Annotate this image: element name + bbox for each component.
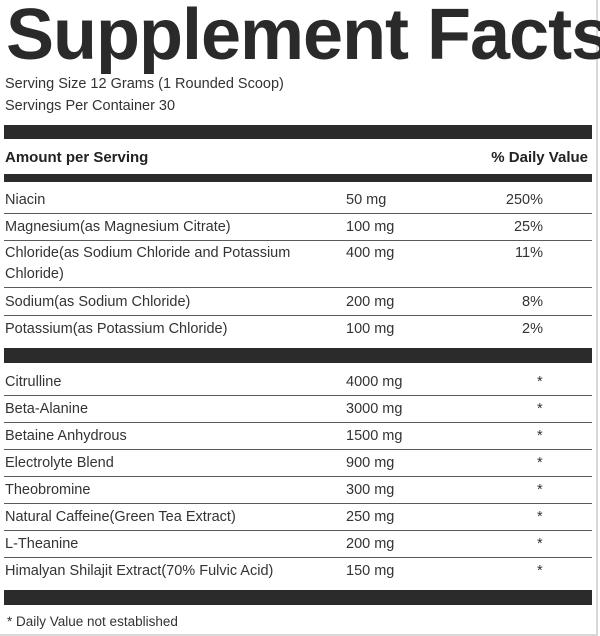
ingredient-name: Electrolyte Blend: [5, 455, 114, 471]
medium-divider: [4, 174, 592, 182]
nutrient-name: Potassium(as Potassium Chloride): [5, 321, 228, 337]
ingredient-name: Natural Caffeine(Green Tea Extract): [5, 509, 236, 525]
ingredient-daily-value: *: [537, 455, 543, 471]
ingredient-daily-value: *: [537, 374, 543, 390]
ingredient-row: Betaine Anhydrous 1500 mg *: [4, 426, 592, 450]
ingredient-amount: 250 mg: [346, 509, 395, 525]
amount-per-serving-header: Amount per Serving: [5, 149, 149, 166]
ingredient-name: Himalyan Shilajit Extract(70% Fulvic Aci…: [5, 563, 274, 579]
ingredient-name: Betaine Anhydrous: [5, 428, 127, 444]
ingredient-row: Citrulline 4000 mg *: [4, 372, 592, 396]
nutrient-daily-value: 8%: [522, 294, 543, 310]
daily-value-header: % Daily Value: [491, 149, 588, 166]
ingredient-row: Theobromine 300 mg *: [4, 480, 592, 504]
nutrient-row: Chloride(as Sodium Chloride and Potassiu…: [4, 243, 592, 288]
ingredient-amount: 300 mg: [346, 482, 395, 498]
nutrient-amount: 100 mg: [346, 321, 395, 337]
ingredient-amount: 900 mg: [346, 455, 395, 471]
ingredient-daily-value: *: [537, 401, 543, 417]
nutrient-amount: 50 mg: [346, 192, 387, 208]
nutrient-daily-value: 11%: [515, 245, 543, 261]
nutrient-daily-value: 25%: [513, 219, 543, 235]
ingredient-row: L-Theanine 200 mg *: [4, 534, 592, 558]
ingredient-name: Theobromine: [5, 482, 91, 498]
ingredient-row: Himalyan Shilajit Extract(70% Fulvic Aci…: [4, 561, 592, 584]
thick-divider-middle: [4, 348, 592, 363]
nutrient-daily-value: 2%: [522, 321, 543, 337]
ingredient-daily-value: *: [537, 509, 543, 525]
nutrient-amount: 100 mg: [346, 219, 395, 235]
ingredient-row: Electrolyte Blend 900 mg *: [4, 453, 592, 477]
nutrient-daily-value: 250%: [505, 192, 543, 208]
ingredient-daily-value: *: [537, 428, 543, 444]
label-title: Supplement Facts: [6, 0, 600, 75]
ingredient-daily-value: *: [537, 482, 543, 498]
nutrient-name: Magnesium(as Magnesium Citrate): [5, 219, 231, 235]
thick-divider-bottom: [4, 590, 592, 605]
nutrient-name: Sodium(as Sodium Chloride): [5, 294, 191, 310]
ingredient-row: Natural Caffeine(Green Tea Extract) 250 …: [4, 507, 592, 531]
serving-size: Serving Size 12 Grams (1 Rounded Scoop): [5, 76, 284, 92]
ingredient-amount: 150 mg: [346, 563, 395, 579]
footnote: * Daily Value not established: [7, 614, 178, 629]
ingredient-amount: 4000 mg: [346, 374, 403, 390]
nutrient-amount: 200 mg: [346, 294, 395, 310]
nutrient-row: Potassium(as Potassium Chloride) 100 mg …: [4, 319, 592, 342]
servings-per-container: Servings Per Container 30: [5, 98, 176, 114]
nutrient-name: Niacin: [5, 192, 46, 208]
nutrient-row: Sodium(as Sodium Chloride) 200 mg 8%: [4, 292, 592, 316]
nutrient-name: Chloride(as Sodium Chloride and Potassiu…: [5, 245, 291, 282]
nutrient-row: Magnesium(as Magnesium Citrate) 100 mg 2…: [4, 217, 592, 241]
thick-divider-top: [4, 125, 592, 139]
ingredient-name: Citrulline: [5, 374, 62, 390]
ingredient-amount: 1500 mg: [346, 428, 403, 444]
ingredient-name: Beta-Alanine: [5, 401, 89, 417]
ingredient-name: L-Theanine: [5, 536, 79, 552]
ingredient-row: Beta-Alanine 3000 mg *: [4, 399, 592, 423]
ingredient-daily-value: *: [537, 536, 543, 552]
ingredient-amount: 3000 mg: [346, 401, 403, 417]
nutrient-row: Niacin 50 mg 250%: [4, 190, 592, 214]
ingredient-amount: 200 mg: [346, 536, 395, 552]
nutrient-amount: 400 mg: [346, 245, 395, 261]
ingredient-daily-value: *: [537, 563, 543, 579]
